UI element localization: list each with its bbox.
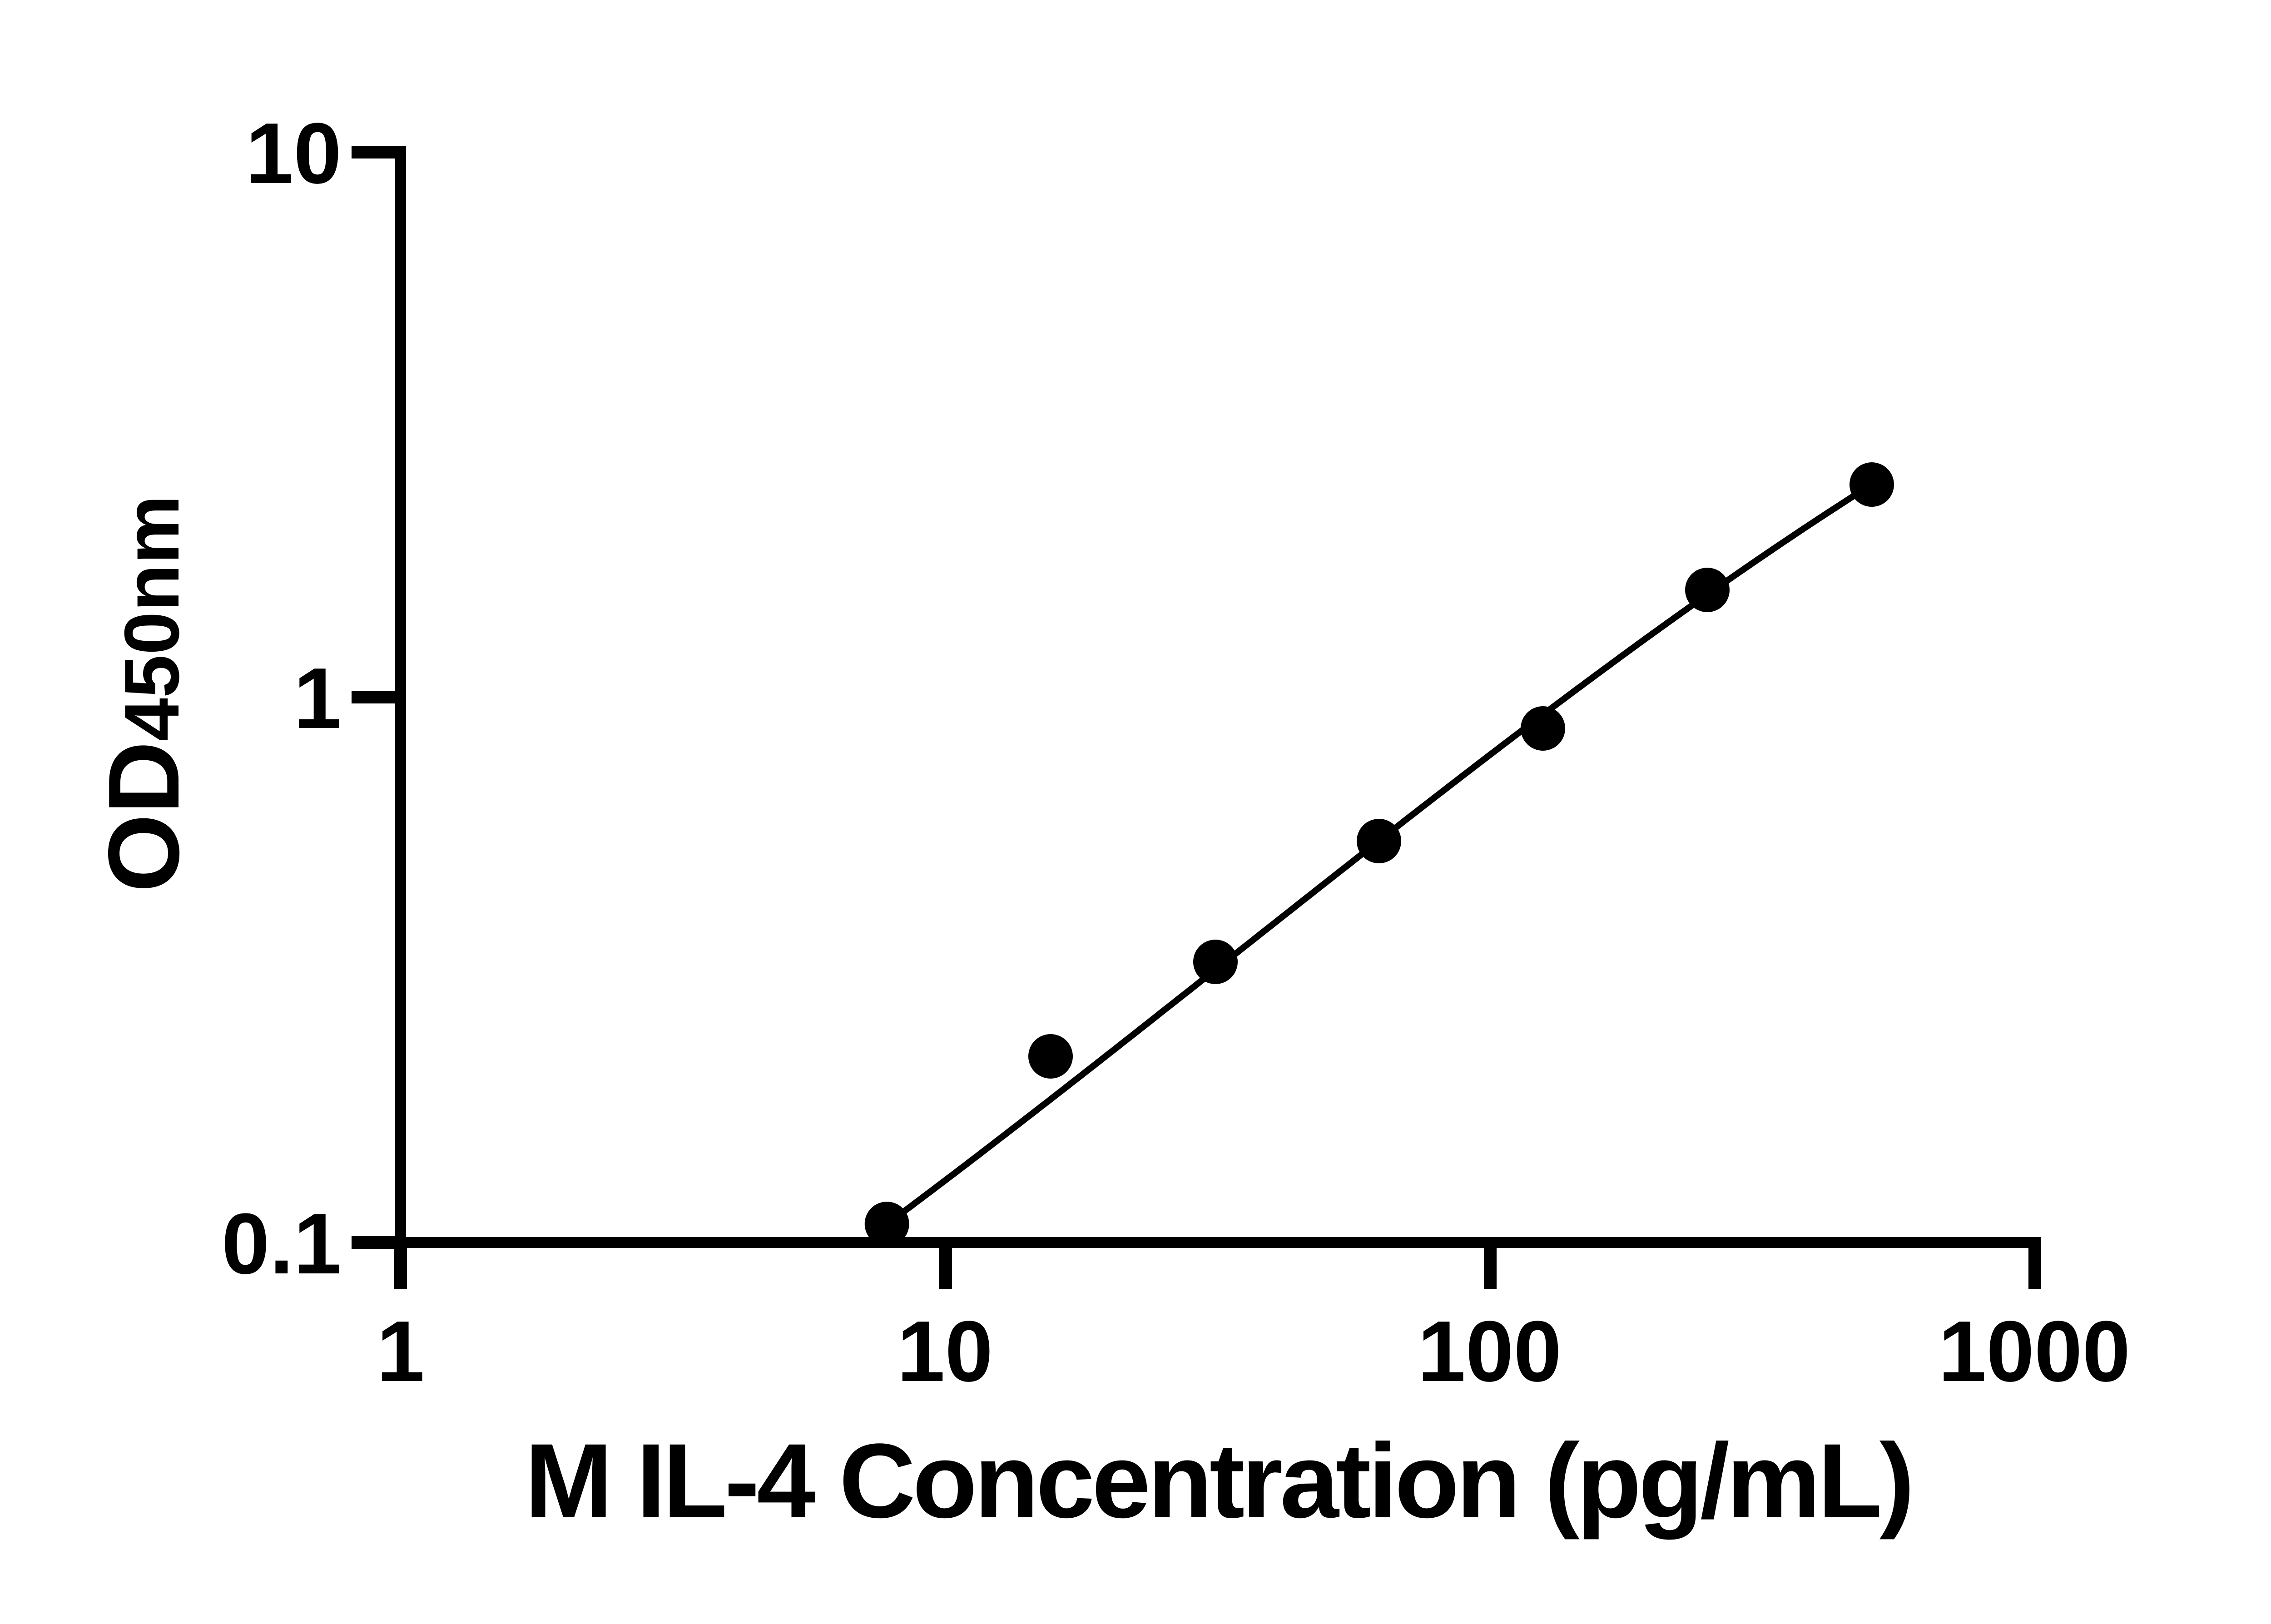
svg-text:1000: 1000 — [1939, 1303, 2131, 1400]
svg-text:10: 10 — [897, 1303, 993, 1400]
svg-text:1: 1 — [293, 650, 342, 747]
svg-text:0.1: 0.1 — [222, 1196, 342, 1292]
svg-text:OD450nm: OD450nm — [88, 495, 200, 892]
svg-text:1: 1 — [377, 1303, 425, 1400]
svg-text:10: 10 — [246, 105, 342, 202]
svg-text:100: 100 — [1418, 1303, 1562, 1400]
svg-text:M IL-4 Concentration (pg/mL): M IL-4 Concentration (pg/mL) — [525, 1422, 1912, 1540]
